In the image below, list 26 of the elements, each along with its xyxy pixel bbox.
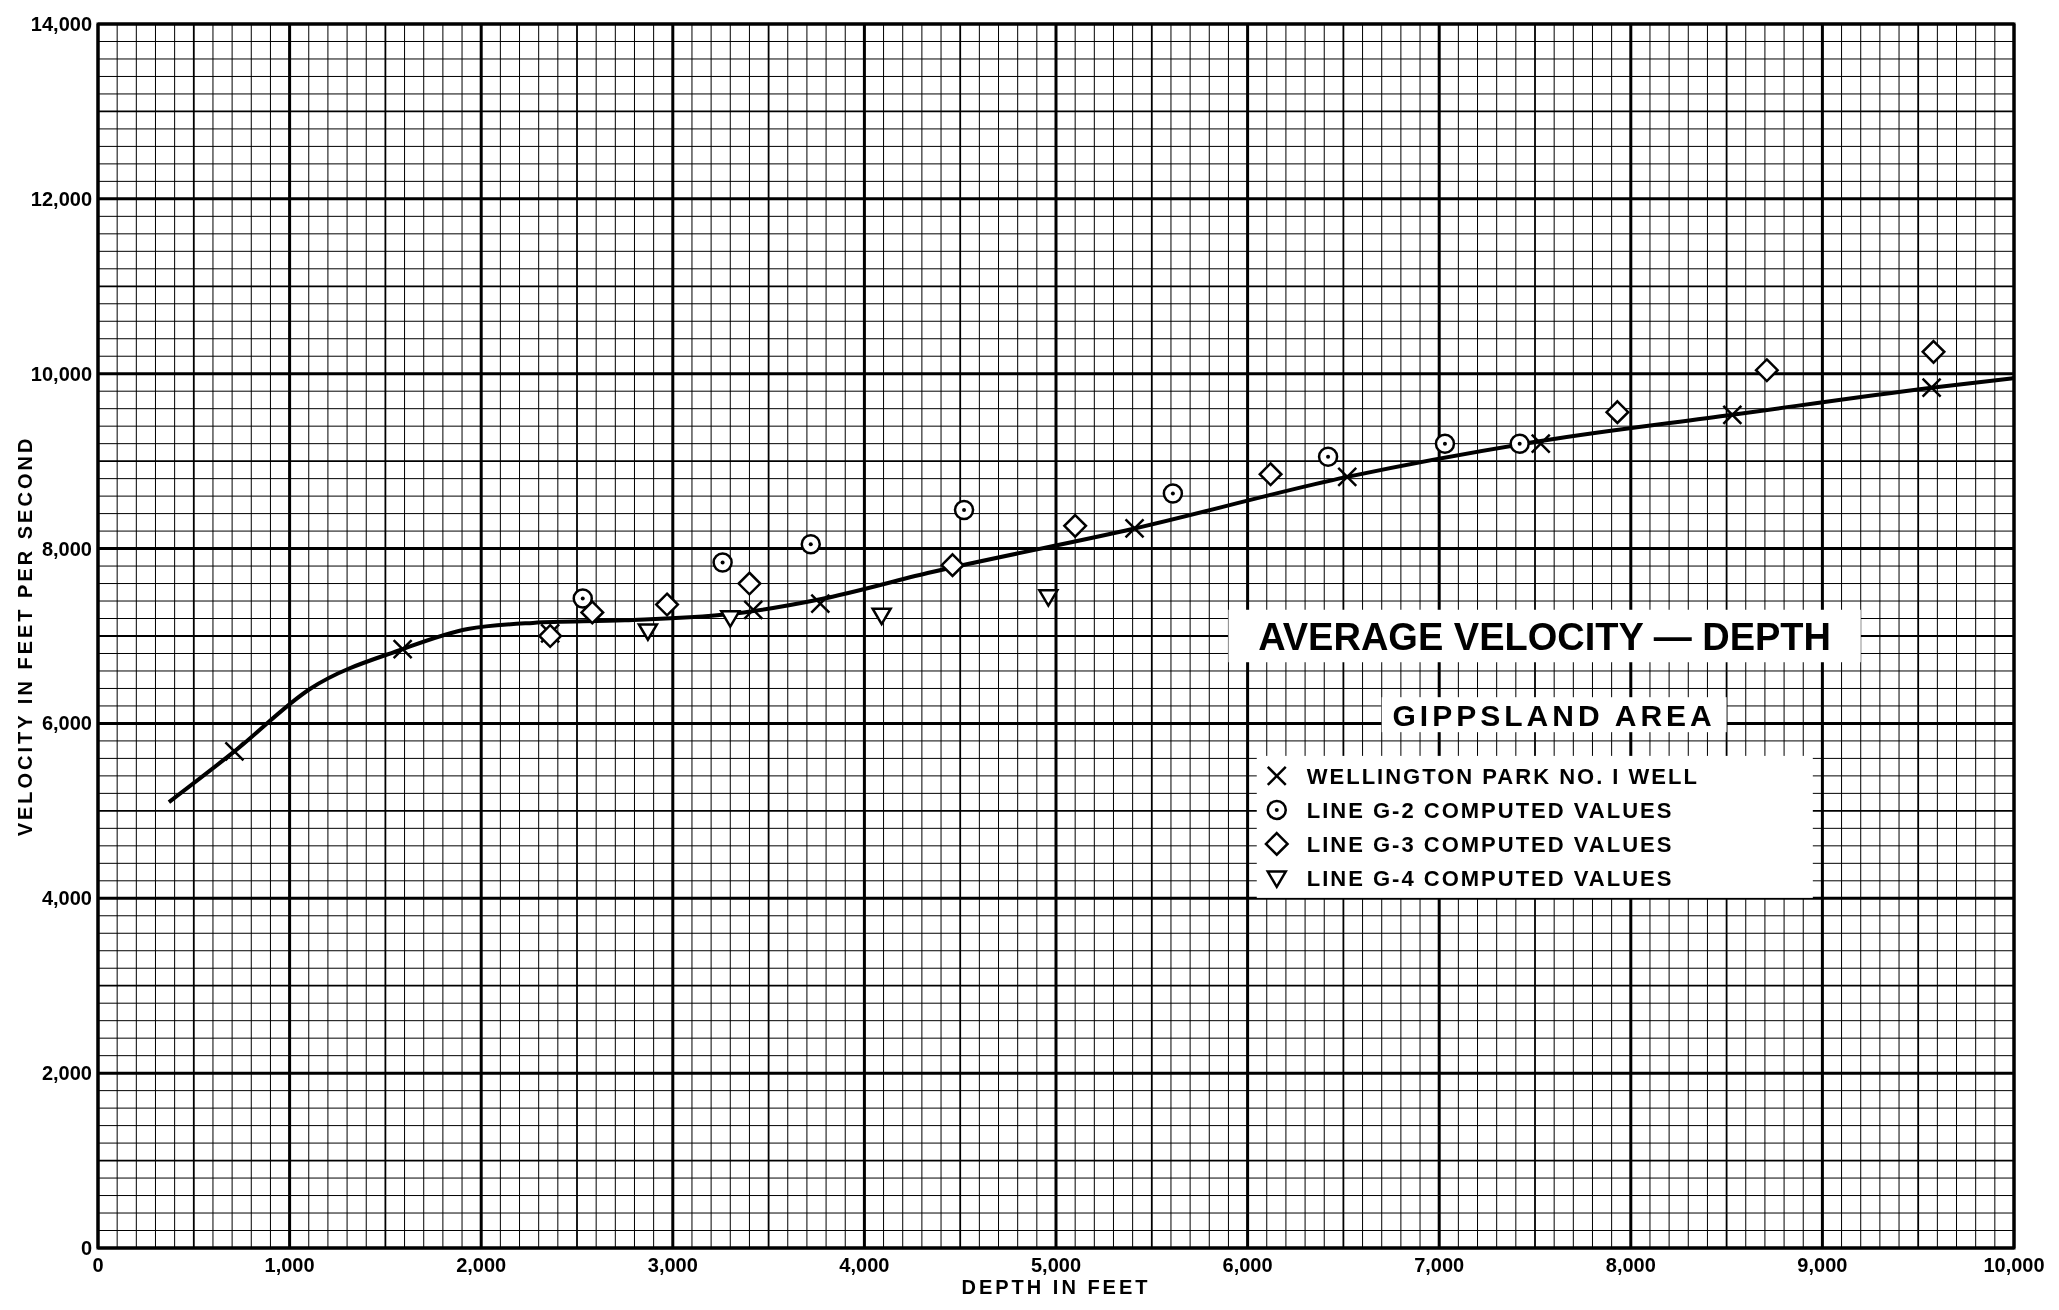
y-tick-label: 6,000 <box>41 712 92 735</box>
legend-label: LINE G-4 COMPUTED VALUES <box>1306 865 1674 891</box>
x-tick-label: 5,000 <box>1030 1254 1082 1276</box>
x-tick-label: 9,000 <box>1797 1254 1848 1276</box>
x-tick-label: 3,000 <box>647 1254 698 1276</box>
x-tick-label: 4,000 <box>839 1254 890 1276</box>
x-axis-title: DEPTH IN FEET <box>961 1276 1151 1298</box>
legend-label: LINE G-3 COMPUTED VALUES <box>1306 831 1674 857</box>
y-tick-label: 8,000 <box>41 537 92 560</box>
x-tick-label: 2,000 <box>456 1254 507 1276</box>
text: GIPPSLAND AREA <box>1392 698 1716 732</box>
x-tick-label: 10,000 <box>1983 1254 2045 1276</box>
y-axis-title: VELOCITY IN FEET PER SECOND <box>14 435 36 837</box>
x-tick-label: 8,000 <box>1605 1254 1656 1276</box>
y-tick-label: 4,000 <box>41 887 92 910</box>
x-tick-label: 1,000 <box>264 1254 315 1276</box>
legend-label: LINE G-2 COMPUTED VALUES <box>1306 797 1674 823</box>
y-tick-label: 2,000 <box>41 1062 92 1085</box>
legend-label: WELLINGTON PARK NO. I WELL <box>1306 763 1699 789</box>
text: AVERAGE VELOCITY — DEPTH <box>1258 616 1832 658</box>
x-tick-label: 6,000 <box>1222 1254 1273 1276</box>
y-tick-label: 14,000 <box>30 13 92 35</box>
y-tick-label: 0 <box>80 1237 92 1259</box>
y-tick-label: 10,000 <box>30 362 92 385</box>
x-tick-label: 7,000 <box>1414 1254 1465 1276</box>
y-tick-label: 12,000 <box>30 187 92 210</box>
